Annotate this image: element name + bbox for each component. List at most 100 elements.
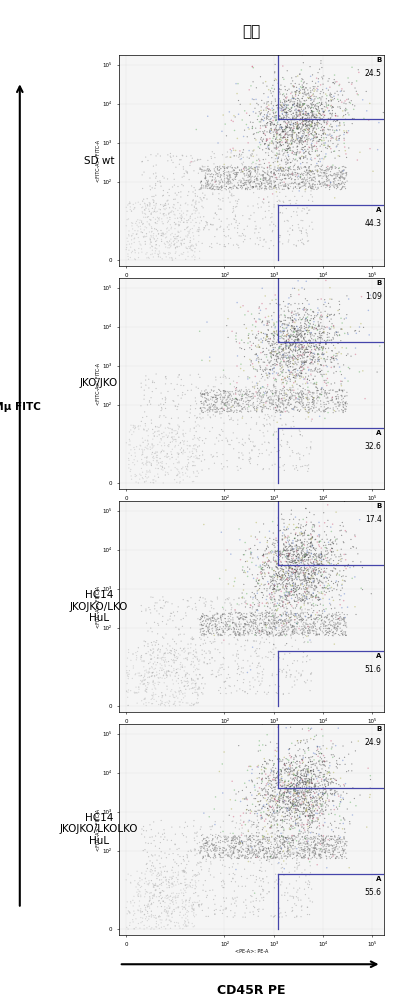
Point — [125, 233, 131, 249]
Point — [286, 317, 292, 333]
Point — [183, 884, 189, 900]
Point — [212, 653, 218, 669]
Point — [309, 113, 316, 129]
Point — [356, 319, 363, 335]
Point — [339, 175, 345, 191]
Point — [273, 530, 279, 546]
Point — [172, 645, 179, 661]
Point — [207, 180, 213, 196]
Point — [268, 164, 274, 180]
Point — [324, 116, 330, 132]
Point — [300, 806, 306, 822]
Point — [286, 529, 292, 545]
Point — [162, 438, 168, 454]
Point — [276, 597, 282, 613]
Point — [295, 836, 301, 852]
Point — [299, 339, 305, 355]
Point — [222, 239, 228, 255]
Point — [135, 888, 142, 904]
Point — [275, 510, 282, 526]
Point — [279, 800, 285, 816]
Point — [298, 614, 305, 630]
Point — [311, 524, 318, 540]
Point — [225, 159, 231, 175]
Point — [274, 812, 281, 828]
Point — [285, 127, 291, 143]
Point — [148, 668, 155, 684]
Point — [158, 692, 164, 708]
Point — [134, 226, 140, 242]
Point — [199, 352, 205, 368]
Point — [274, 847, 280, 863]
Point — [296, 367, 302, 383]
Point — [308, 564, 314, 580]
Point — [128, 868, 134, 884]
Point — [275, 543, 282, 559]
Point — [311, 807, 317, 823]
Point — [294, 322, 301, 338]
Point — [221, 383, 227, 399]
Point — [276, 384, 283, 400]
Point — [184, 599, 190, 615]
Point — [270, 514, 276, 530]
Point — [333, 531, 339, 547]
Point — [290, 771, 297, 787]
Point — [263, 181, 270, 197]
Point — [257, 220, 263, 236]
Point — [329, 782, 335, 798]
Point — [282, 591, 288, 607]
Point — [291, 399, 298, 415]
Point — [312, 326, 318, 342]
Point — [284, 789, 290, 805]
Point — [337, 114, 343, 130]
Point — [236, 611, 242, 627]
Point — [171, 634, 178, 650]
Point — [271, 588, 277, 604]
Point — [232, 829, 238, 845]
Point — [144, 913, 150, 929]
Point — [282, 309, 288, 325]
Point — [338, 626, 345, 642]
Point — [224, 149, 230, 165]
Point — [268, 620, 274, 636]
Point — [194, 660, 200, 676]
Point — [200, 836, 206, 852]
Point — [293, 777, 300, 793]
Point — [296, 621, 302, 637]
Point — [139, 216, 146, 232]
Point — [190, 431, 196, 447]
Point — [215, 664, 221, 680]
Point — [296, 348, 303, 364]
Point — [302, 116, 308, 132]
Point — [337, 76, 343, 92]
Point — [340, 752, 346, 768]
Point — [324, 88, 330, 104]
Point — [318, 77, 324, 93]
Point — [228, 170, 234, 186]
Point — [165, 428, 171, 444]
Point — [265, 775, 271, 791]
Point — [312, 580, 319, 596]
Point — [305, 192, 312, 208]
Point — [299, 296, 306, 312]
Point — [188, 206, 195, 222]
Point — [288, 775, 295, 791]
Point — [324, 389, 331, 405]
Point — [141, 638, 148, 654]
Point — [226, 849, 232, 865]
Point — [142, 870, 148, 886]
Point — [229, 847, 235, 863]
Point — [154, 246, 161, 262]
Point — [307, 147, 314, 163]
Point — [207, 179, 213, 195]
Point — [127, 195, 133, 211]
Point — [319, 69, 325, 85]
Point — [292, 589, 299, 605]
Point — [295, 321, 301, 337]
Point — [259, 366, 265, 382]
Point — [246, 159, 252, 175]
Point — [213, 387, 219, 403]
Point — [270, 803, 277, 819]
Point — [202, 848, 208, 864]
Point — [318, 607, 324, 623]
